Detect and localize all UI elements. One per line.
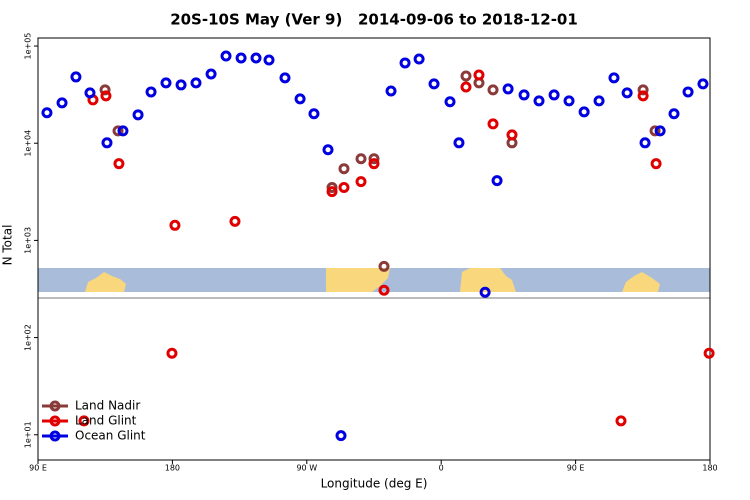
point — [56, 97, 68, 109]
point — [473, 69, 485, 81]
point — [385, 85, 397, 97]
point — [413, 53, 425, 65]
y-tick-label: 1e+01 — [24, 421, 33, 448]
point — [506, 129, 518, 141]
point — [100, 90, 112, 102]
y-tick-label: 1e+05 — [24, 33, 33, 60]
x-tick-label: 180 — [165, 464, 180, 473]
point — [112, 125, 124, 137]
x-tick-label: 90 W — [296, 464, 317, 473]
point — [41, 107, 53, 119]
x-tick-label: 90 E — [567, 464, 585, 473]
point — [650, 158, 662, 170]
point — [235, 52, 247, 64]
point — [338, 163, 350, 175]
y-tick-label: 1e+04 — [24, 130, 33, 157]
x-axis-label: Longitude (deg E) — [321, 477, 428, 491]
point — [428, 78, 440, 90]
point — [229, 215, 241, 227]
point — [326, 186, 338, 198]
map-strip — [38, 268, 710, 299]
point — [615, 415, 627, 427]
chart-title: 20S-10S May (Ver 9) 2014-09-06 to 2018-1… — [170, 11, 578, 29]
plot-frame — [37, 37, 711, 461]
point — [703, 347, 715, 359]
point — [160, 77, 172, 89]
point — [621, 87, 633, 99]
point — [502, 83, 514, 95]
point — [166, 347, 178, 359]
point — [355, 153, 367, 165]
point — [145, 86, 157, 98]
legend-label: Land Glint — [75, 414, 137, 428]
point — [399, 57, 411, 69]
point — [682, 86, 694, 98]
point — [308, 108, 320, 120]
point — [263, 54, 275, 66]
point — [533, 95, 545, 107]
point — [668, 108, 680, 120]
point — [460, 70, 472, 82]
y-tick-label: 1e+02 — [24, 324, 33, 351]
x-tick-label: 90 E — [29, 464, 47, 473]
point — [78, 415, 90, 427]
legend-marker — [49, 430, 61, 442]
legend-marker — [49, 415, 61, 427]
legend-label: Ocean Glint — [75, 429, 146, 443]
y-axis-label: N Total — [1, 225, 15, 266]
point — [637, 84, 649, 96]
point — [378, 260, 390, 272]
point — [479, 286, 491, 298]
point — [637, 90, 649, 102]
point — [326, 182, 338, 194]
point — [117, 125, 129, 137]
point — [368, 153, 380, 165]
legend-marker — [49, 400, 61, 412]
point — [518, 89, 530, 101]
point — [84, 87, 96, 99]
point — [169, 219, 181, 231]
point — [639, 137, 651, 149]
point — [608, 72, 620, 84]
point — [378, 284, 390, 296]
x-tick-label: 180 — [702, 464, 717, 473]
point — [335, 430, 347, 442]
point — [563, 95, 575, 107]
point — [250, 52, 262, 64]
point — [368, 158, 380, 170]
point — [294, 93, 306, 105]
point — [453, 137, 465, 149]
point — [593, 95, 605, 107]
point — [444, 96, 456, 108]
point — [487, 84, 499, 96]
point — [460, 81, 472, 93]
y-tick-label: 1e+03 — [24, 227, 33, 254]
point — [279, 72, 291, 84]
point — [220, 50, 232, 62]
point — [697, 78, 709, 90]
point — [487, 118, 499, 130]
point — [491, 175, 503, 187]
point — [548, 89, 560, 101]
point — [175, 79, 187, 91]
point — [654, 125, 666, 137]
point — [205, 68, 217, 80]
point — [649, 125, 661, 137]
point — [338, 182, 350, 194]
legend-label: Land Nadir — [75, 399, 140, 413]
point — [113, 158, 125, 170]
point — [70, 71, 82, 83]
point — [101, 137, 113, 149]
point — [132, 109, 144, 121]
point — [190, 77, 202, 89]
point — [99, 84, 111, 96]
point — [322, 144, 334, 156]
point — [578, 106, 590, 118]
x-tick-label: 0 — [439, 464, 444, 473]
point — [355, 176, 367, 188]
